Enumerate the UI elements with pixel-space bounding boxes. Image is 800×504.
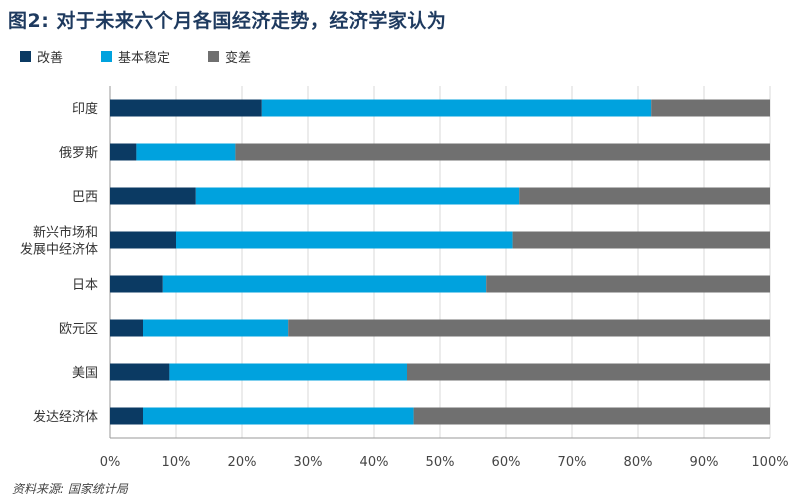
x-tick-label: 90% [690,455,719,470]
x-tick-label: 80% [624,455,653,470]
bar-stable [143,407,414,425]
category-label: 新兴市场和 [33,225,98,241]
category-label: 发展中经济体 [20,242,98,258]
bar-stable [176,231,513,249]
bar-improve [110,99,262,117]
x-tick-label: 20% [228,455,257,470]
bar-worse [512,231,770,249]
bar-worse [651,99,770,117]
bar-worse [413,407,770,425]
category-label: 美国 [72,366,98,381]
bar-improve [110,319,143,337]
bar-stable [261,99,652,117]
bar-improve [110,407,143,425]
category-label: 俄罗斯 [59,146,98,161]
bar-stable [195,187,520,205]
chart-title: 图2: 对于未来六个月各国经济走势，经济学家认为 [8,10,447,32]
bar-improve [110,143,137,161]
category-label: 欧元区 [59,322,98,337]
category-label: 发达经济体 [33,409,98,425]
x-tick-label: 50% [426,455,455,470]
x-tick-label: 100% [751,455,788,470]
legend-label-worse: 变差 [225,51,252,66]
legend-item-improve: 改善 [20,47,63,66]
category-label: 印度 [72,101,98,117]
bar-worse [519,187,770,205]
x-tick-label: 30% [294,455,323,470]
legend-label-stable: 基本稳定 [118,51,171,66]
x-tick-label: 70% [558,455,587,470]
bar-worse [288,319,770,337]
bar-worse [486,275,770,293]
bar-improve [110,187,196,205]
stacked-bar-chart: 0% 10% 20% 30% 40% 50% 60% 70% 80% 90% 100% 印度俄罗斯巴西… [20,86,789,470]
bar-improve [110,231,176,249]
legend-swatch-worse [208,51,220,62]
legend-swatch-improve [20,51,31,62]
category-label: 巴西 [72,190,98,205]
bar-worse [407,363,770,381]
bar-stable [136,143,236,161]
x-tick-label: 60% [492,455,521,470]
legend-item-stable: 基本稳定 [101,47,170,66]
bar-improve [110,275,163,293]
bar-stable [162,275,487,293]
x-tick-label: 40% [360,455,389,470]
legend-label-improve: 改善 [37,51,64,66]
bar-stable [143,319,289,337]
bar-improve [110,363,170,381]
category-label: 日本 [72,278,98,293]
x-tick-label: 10% [162,455,191,470]
source-note: 资料来源: 国家统计局 [12,482,128,496]
legend: 改善 基本稳定 变差 [20,47,289,66]
legend-item-worse: 变差 [208,47,251,66]
legend-swatch-stable [101,51,113,62]
x-tick-label: 0% [100,455,121,470]
bar-worse [235,143,770,161]
bar-stable [169,363,407,381]
